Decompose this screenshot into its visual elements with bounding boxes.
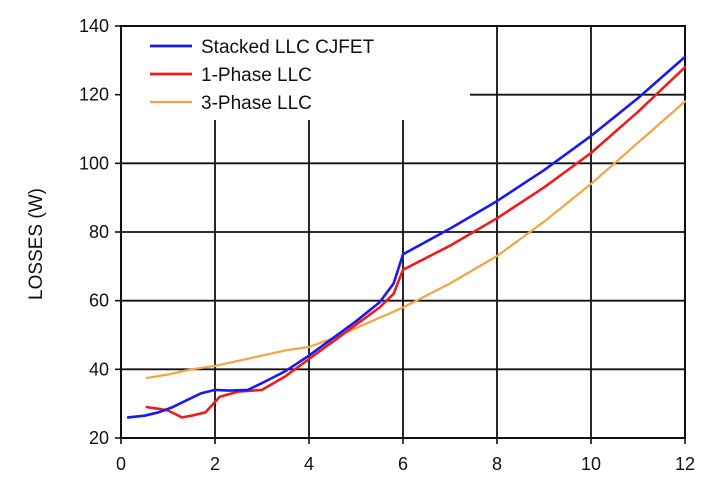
y-axis-title: LOSSES (W) bbox=[26, 188, 47, 300]
x-tick-label-4: 4 bbox=[304, 454, 314, 474]
legend-label-3-phase-llc: 3-Phase LLC bbox=[201, 93, 312, 114]
y-tick-label-120: 120 bbox=[79, 85, 109, 105]
legend-label-1-phase-llc: 1-Phase LLC bbox=[201, 65, 312, 86]
axes: 0 2 4 6 8 10 12 20 40 60 80 100 120 140 bbox=[79, 16, 695, 474]
series-line-stacked-llc-cjfet bbox=[126, 55, 687, 419]
y-tick-label-100: 100 bbox=[79, 153, 109, 173]
series-lines bbox=[126, 55, 687, 419]
x-tick-label-8: 8 bbox=[492, 454, 502, 474]
grid bbox=[121, 26, 685, 438]
x-tick-label-6: 6 bbox=[398, 454, 408, 474]
y-tick-label-20: 20 bbox=[89, 428, 109, 448]
y-tick-label-140: 140 bbox=[79, 16, 109, 36]
legend: Stacked LLC CJFET 1-Phase LLC 3-Phase LLC bbox=[150, 37, 375, 114]
x-tick-label-2: 2 bbox=[210, 454, 220, 474]
series-line-1-phase-llc bbox=[145, 65, 687, 419]
x-tick-label-12: 12 bbox=[675, 454, 695, 474]
y-tick-label-80: 80 bbox=[89, 222, 109, 242]
y-tick-label-60: 60 bbox=[89, 291, 109, 311]
y-tick-label-40: 40 bbox=[89, 359, 109, 379]
x-tick-label-0: 0 bbox=[116, 454, 126, 474]
legend-label-stacked-llc-cjfet: Stacked LLC CJFET bbox=[201, 37, 375, 58]
x-tick-label-10: 10 bbox=[581, 454, 601, 474]
